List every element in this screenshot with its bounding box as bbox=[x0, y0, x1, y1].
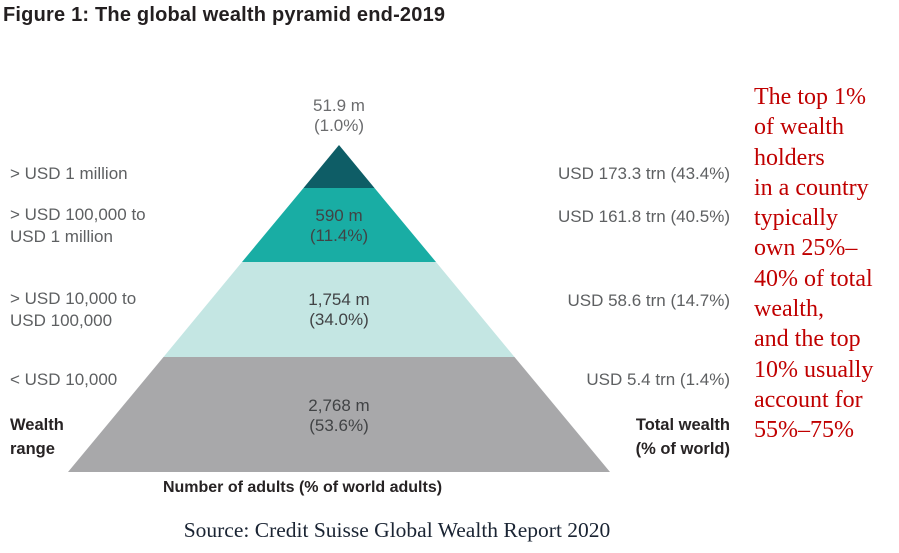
range-label-tier-1: > USD 1 million bbox=[10, 164, 128, 183]
pyramid-tier-upper-middle bbox=[242, 188, 436, 262]
right-axis-title: Total wealth (% of world) bbox=[635, 416, 730, 458]
pyramid-tier-middle bbox=[163, 262, 515, 357]
wealth-label-tier-1: USD 173.3 trn (43.4%) bbox=[558, 164, 730, 183]
pyramid-tier-top-millionaires bbox=[303, 145, 375, 188]
figure-title: Figure 1: The global wealth pyramid end-… bbox=[3, 4, 446, 26]
adults-label-tier-1: 51.9 m (1.0%) bbox=[313, 96, 365, 135]
adults-label-tier-2: 590 m (11.4%) bbox=[309, 206, 369, 245]
pyramid-tier-base bbox=[68, 357, 610, 472]
wealth-label-tier-4: USD 5.4 trn (1.4%) bbox=[586, 370, 730, 389]
adults-label-tier-3: 1,754 m (34.0%) bbox=[308, 290, 370, 329]
wealth-label-tier-3: USD 58.6 trn (14.7%) bbox=[567, 291, 730, 310]
bottom-axis-title: Number of adults (% of world adults) bbox=[162, 479, 443, 496]
left-axis-title: Wealth range bbox=[10, 416, 64, 458]
range-label-tier-4: < USD 10,000 bbox=[10, 370, 118, 389]
source-caption: Source: Credit Suisse Global Wealth Repo… bbox=[183, 518, 611, 542]
wealth-label-tier-2: USD 161.8 trn (40.5%) bbox=[558, 207, 730, 226]
adults-label-tier-4: 2,768 m (53.6%) bbox=[308, 396, 370, 435]
range-label-tier-3: > USD 10,000 to USD 100,000 bbox=[10, 289, 137, 330]
range-label-tier-2: > USD 100,000 to USD 1 million bbox=[10, 205, 146, 246]
top-wealth-share-annotation: The top 1% of wealth holders in a countr… bbox=[754, 84, 874, 444]
